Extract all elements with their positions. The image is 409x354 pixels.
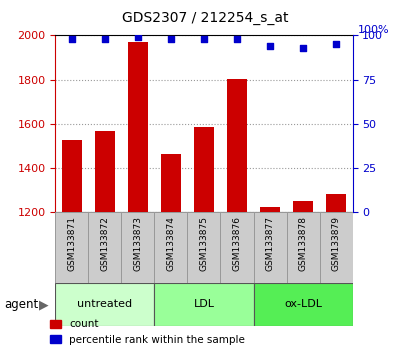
Text: GSM133875: GSM133875 xyxy=(199,216,208,271)
Point xyxy=(332,41,339,47)
Bar xyxy=(259,207,279,212)
Text: ox-LDL: ox-LDL xyxy=(283,299,321,309)
Bar xyxy=(193,127,213,212)
Point xyxy=(68,36,75,42)
Bar xyxy=(154,283,253,326)
Bar xyxy=(220,212,253,283)
Point xyxy=(134,34,141,40)
Text: ▶: ▶ xyxy=(39,298,48,311)
Point xyxy=(233,36,240,42)
Text: GSM133877: GSM133877 xyxy=(265,216,274,271)
Text: GDS2307 / 212254_s_at: GDS2307 / 212254_s_at xyxy=(121,11,288,25)
Text: untreated: untreated xyxy=(77,299,132,309)
Bar xyxy=(227,79,246,212)
Bar xyxy=(161,154,180,212)
Bar xyxy=(286,212,319,283)
Point xyxy=(101,36,108,42)
Bar xyxy=(154,212,187,283)
Text: GSM133879: GSM133879 xyxy=(331,216,340,271)
Text: GSM133874: GSM133874 xyxy=(166,216,175,271)
Point xyxy=(266,43,273,49)
Bar xyxy=(326,194,345,212)
Bar xyxy=(253,283,352,326)
Bar xyxy=(55,212,88,283)
Bar xyxy=(88,212,121,283)
Text: LDL: LDL xyxy=(193,299,214,309)
Text: GSM133873: GSM133873 xyxy=(133,216,142,271)
Bar xyxy=(292,201,312,212)
Text: GSM133871: GSM133871 xyxy=(67,216,76,271)
Bar xyxy=(121,212,154,283)
Point xyxy=(167,36,174,42)
Bar xyxy=(55,283,154,326)
Bar xyxy=(128,42,148,212)
Bar xyxy=(319,212,352,283)
Bar xyxy=(187,212,220,283)
Point xyxy=(299,45,306,51)
Bar xyxy=(62,141,81,212)
Text: 100%: 100% xyxy=(357,25,389,35)
Legend: count, percentile rank within the sample: count, percentile rank within the sample xyxy=(46,315,249,349)
Text: GSM133878: GSM133878 xyxy=(298,216,307,271)
Text: GSM133876: GSM133876 xyxy=(232,216,241,271)
Bar xyxy=(253,212,286,283)
Text: GSM133872: GSM133872 xyxy=(100,216,109,271)
Bar xyxy=(95,131,115,212)
Text: agent: agent xyxy=(4,298,38,311)
Point xyxy=(200,36,207,42)
